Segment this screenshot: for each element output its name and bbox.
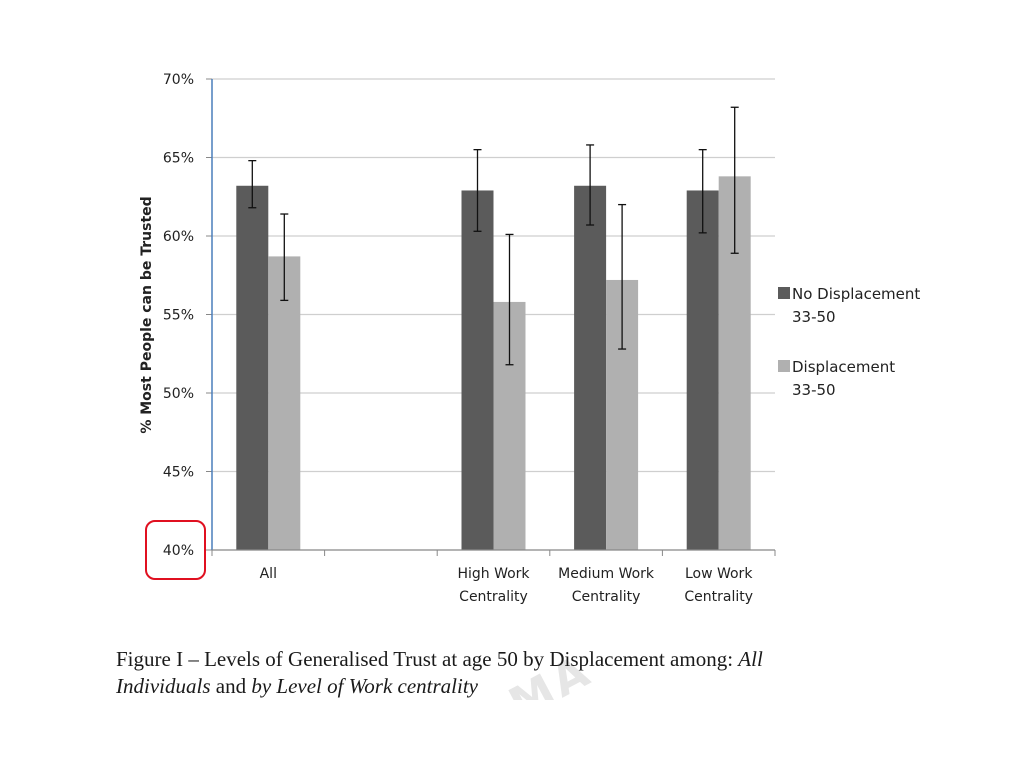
x-category-labels: All High Work Centrality Medium Work Central… [260, 566, 754, 605]
x-category-label: Centrality [572, 589, 641, 605]
figure-caption: Figure I – Levels of Generalised Trust a… [116, 646, 896, 700]
caption-text-4: and [210, 674, 252, 698]
bars-layer [236, 176, 751, 550]
caption-text-5: by Level of Work centrality [251, 674, 478, 698]
x-category-label: All [260, 566, 277, 582]
y-tick-label: 50% [163, 386, 194, 402]
y-tick-label: 65% [163, 151, 194, 167]
y-tick-label: 55% [163, 308, 194, 324]
legend-swatch [778, 360, 790, 372]
bar [268, 256, 301, 550]
bar [686, 190, 719, 550]
y-tick-label: 70% [163, 72, 194, 88]
x-category-label: High Work [457, 566, 530, 582]
legend-label: Displacement [792, 358, 895, 376]
legend-label: 33-50 [792, 381, 836, 399]
legend-label: 33-50 [792, 308, 836, 326]
caption-text-2: All [738, 647, 763, 671]
legend-swatch [778, 287, 790, 299]
bar [461, 190, 494, 550]
highlight-box-40-percent [145, 520, 206, 580]
bar [236, 185, 269, 550]
bar [574, 185, 607, 550]
x-category-label: Centrality [684, 589, 753, 605]
y-tick-label: 45% [163, 465, 194, 481]
caption-text-3: Individuals [116, 674, 211, 698]
y-tick-label: 60% [163, 229, 194, 245]
x-category-label: Centrality [459, 589, 528, 605]
caption-text-1: Figure I – Levels of Generalised Trust a… [116, 647, 739, 671]
y-axis-title: % Most People can be Trusted [139, 196, 155, 433]
x-category-label: Medium Work [558, 566, 655, 582]
y-tick-label: 40% [163, 543, 194, 559]
legend: No Displacement 33-50 Displacement 33-50 [778, 285, 920, 399]
error-bars-layer [248, 106, 739, 366]
legend-label: No Displacement [792, 285, 920, 303]
y-tick-labels: 70% 65% 60% 55% 50% 45% 40% [163, 72, 194, 559]
axes [206, 78, 776, 556]
x-category-label: Low Work [685, 566, 753, 582]
